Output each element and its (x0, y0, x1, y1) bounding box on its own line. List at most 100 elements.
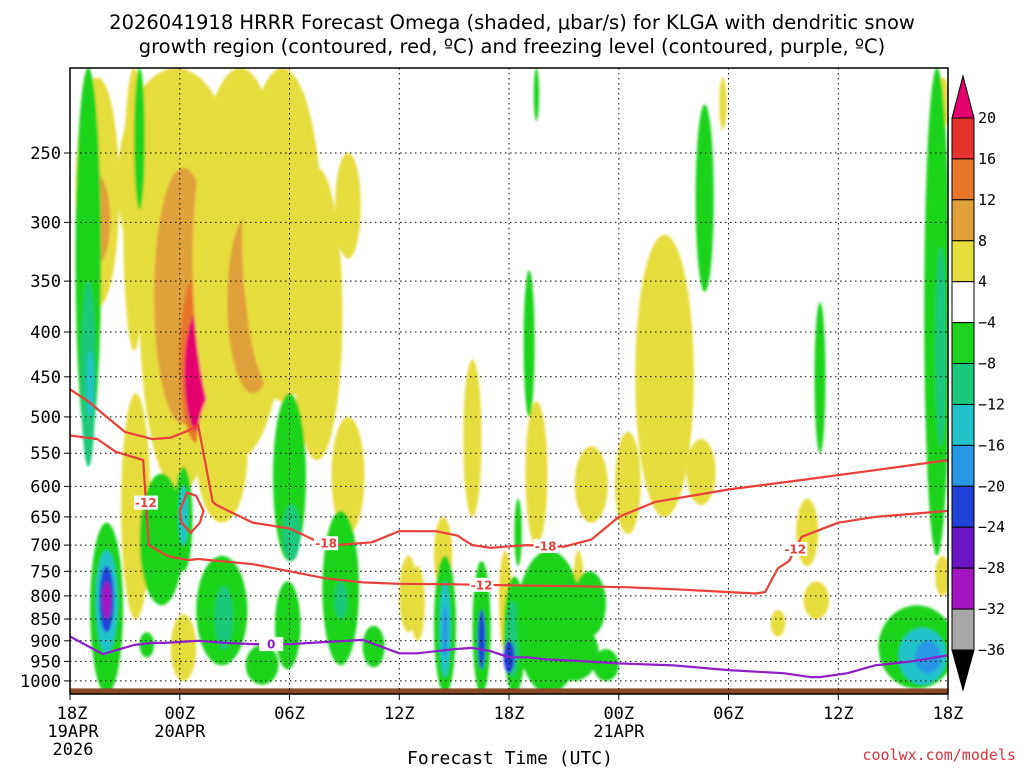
omega-region (282, 504, 301, 562)
x-tick-label: 18Z (933, 704, 964, 724)
colorbar-band (951, 199, 975, 242)
x-axis-title: Forecast Time (UTC) (407, 748, 613, 768)
y-tick-label: 950 (30, 652, 61, 672)
y-tick-label: 450 (30, 368, 61, 388)
omega-region (814, 302, 826, 454)
contour-label: -12 (784, 542, 806, 556)
omega-region (719, 77, 727, 130)
omega-region (635, 234, 694, 517)
colorbar-band (951, 444, 975, 487)
y-axis: 250 300 350 400 450 500 550 600 650 700 750 800 850 9… (20, 144, 70, 692)
colorbar-label: 20 (978, 109, 996, 127)
omega-region (533, 68, 540, 122)
y-tick-label: 1000 (20, 672, 61, 692)
omega-region (593, 649, 619, 681)
contour-label: -18 (535, 539, 557, 553)
x-date-label: 19APR (47, 722, 99, 742)
contour-label: -12 (135, 496, 157, 510)
omega-region (102, 581, 112, 619)
y-tick-label: 250 (30, 144, 61, 164)
x-date-label: 21APR (593, 722, 645, 742)
colorbar-band (951, 485, 975, 528)
colorbar-label: −32 (978, 600, 1005, 618)
omega-region (196, 385, 248, 523)
omega-region (770, 609, 786, 637)
omega-region (335, 152, 361, 259)
omega-region (463, 359, 482, 517)
colorbar-label: −12 (978, 396, 1005, 414)
x-tick-label: 06Z (713, 704, 744, 724)
contour-label-bg (533, 538, 558, 553)
y-tick-label: 650 (30, 508, 61, 528)
y-tick-label: 700 (30, 536, 61, 556)
colorbar-label: −20 (978, 477, 1005, 495)
omega-region (477, 609, 486, 670)
x-tick-label: 00Z (603, 704, 634, 724)
colorbar-bottom-arrow (951, 649, 975, 692)
y-tick-label: 850 (30, 610, 61, 630)
colorbar-label: 8 (978, 232, 987, 250)
y-tick-label: 300 (30, 213, 61, 233)
omega-region (331, 417, 365, 534)
omega-region (523, 270, 535, 417)
contour-label-bg (133, 495, 158, 510)
y-tick-label: 750 (30, 562, 61, 582)
colorbar-label: −8 (978, 355, 996, 373)
plot-area: -12 -12 -12 -18 -18 0 (70, 68, 948, 694)
contour-freezing-level (70, 635, 948, 679)
contour-label-bg (783, 541, 808, 556)
colorbar-band (951, 281, 975, 324)
omega-region (274, 581, 301, 670)
omega-region (410, 566, 425, 641)
chart-title-line-1: 2026041918 HRRR Forecast Omega (shaded, … (109, 11, 915, 34)
colorbar-band (951, 240, 975, 283)
terrain-fill (70, 688, 948, 694)
y-tick-label: 400 (30, 323, 61, 343)
omega-region (915, 640, 941, 674)
x-year-label: 2026 (53, 740, 94, 760)
y-tick-label: 600 (30, 477, 61, 497)
colorbar-label: 12 (978, 191, 996, 209)
omega-region (935, 247, 947, 447)
omega-region (334, 581, 348, 619)
omega-region (686, 439, 716, 505)
colorbar-label: 16 (978, 150, 996, 168)
omega-region (362, 625, 385, 668)
x-tick-label: 12Z (823, 704, 854, 724)
omega-region (573, 571, 606, 637)
y-tick-label: 800 (30, 587, 61, 607)
colorbar-band (951, 404, 975, 446)
omega-region (214, 586, 233, 650)
omega-region (291, 167, 343, 461)
omega-shading (75, 68, 948, 694)
colorbar-label: 4 (978, 273, 987, 291)
y-tick-label: 350 (30, 272, 61, 292)
colorbar-band (951, 158, 975, 201)
omega-region (514, 498, 522, 567)
contour-label: -18 (315, 537, 337, 551)
colorbar-band (951, 117, 975, 160)
x-tick-label: 18Z (494, 704, 525, 724)
omega-region (803, 581, 830, 619)
colorbar-band (951, 363, 975, 405)
contour-lines: -12 -12 -12 -18 -18 0 (70, 388, 948, 679)
x-tick-label: 06Z (274, 704, 305, 724)
x-axis: 18Z 00Z 06Z 12Z 18Z 00Z 06Z 12Z 18Z19APR202620AP… (47, 694, 963, 760)
colorbar-band (951, 608, 975, 651)
y-tick-label: 500 (30, 408, 61, 428)
contour-dgz-bubble (178, 491, 205, 534)
colorbar-label: −24 (978, 518, 1005, 536)
contour-label-bg (469, 577, 494, 592)
colorbar-label: −16 (978, 436, 1005, 454)
contour-dgz-warm-edge (70, 434, 948, 595)
colorbar-label: −28 (978, 559, 1005, 577)
x-tick-label: 12Z (384, 704, 415, 724)
x-date-label: 20APR (154, 722, 206, 742)
colorbar-band (951, 526, 975, 569)
terrain-layer (70, 688, 948, 694)
omega-region (86, 350, 94, 417)
omega-region (139, 632, 155, 658)
y-tick-label: 550 (30, 444, 61, 464)
colorbar-band (951, 322, 975, 365)
